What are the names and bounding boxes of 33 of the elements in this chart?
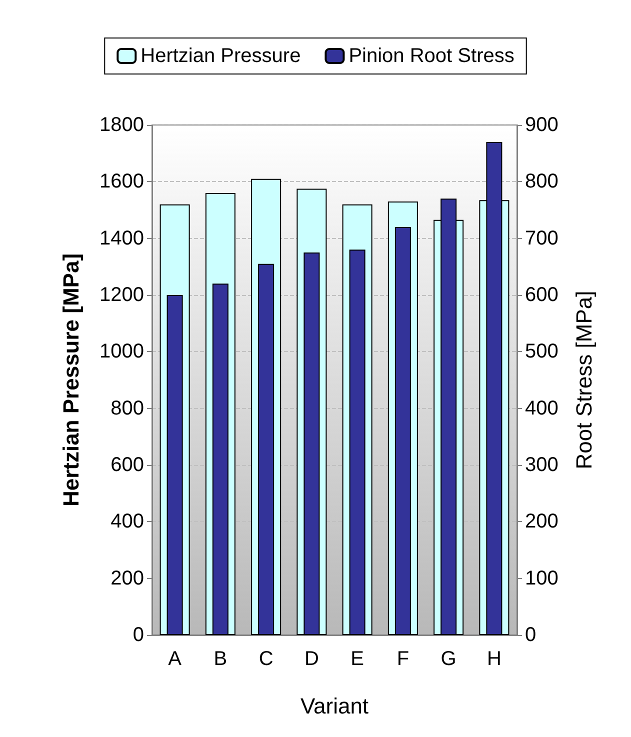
y2-tick-label: 600: [525, 284, 558, 306]
y-axis-title: Hertzian Pressure [MPa]: [58, 253, 84, 507]
x-tick-label: B: [214, 648, 228, 670]
y2-tick-label: 100: [525, 567, 558, 590]
y-tick-label: 1800: [100, 114, 144, 136]
x-tick-label: C: [258, 648, 274, 670]
x-tick-label: A: [168, 648, 182, 670]
x-axis-title: Variant: [300, 694, 369, 718]
y-tick-label: 200: [110, 567, 144, 590]
x-tick-label: G: [440, 648, 456, 670]
y-tick-label: 1600: [100, 170, 144, 193]
y2-tick-label: 700: [525, 227, 558, 250]
y-tick-label: 800: [110, 397, 144, 420]
y2-tick-label: 900: [525, 114, 558, 136]
y-tick-label: 1000: [100, 340, 144, 363]
y2-tick-label: 300: [525, 454, 558, 476]
x-tick-label: E: [350, 648, 364, 670]
legend-label: Hertzian Pressure: [140, 45, 301, 67]
y2-tick-label: 800: [525, 170, 558, 193]
legend-label: Pinion Root Stress: [348, 45, 514, 67]
y2-tick-label: 400: [525, 397, 558, 420]
y2-tick-label: 200: [525, 510, 558, 533]
y-tick-label: 600: [110, 454, 144, 476]
y-tick-label: 400: [110, 510, 144, 533]
x-tick-label: H: [486, 648, 502, 670]
y2-axis-title: Root Stress [MPa]: [572, 290, 596, 470]
y2-tick-label: 500: [525, 340, 558, 363]
x-tick-label: F: [396, 648, 410, 670]
x-tick-label: D: [304, 648, 319, 670]
y2-tick-label: 0: [525, 624, 536, 646]
y-tick-label: 1400: [100, 227, 144, 250]
y-tick-label: 0: [132, 624, 144, 646]
y-tick-label: 1200: [100, 284, 144, 306]
